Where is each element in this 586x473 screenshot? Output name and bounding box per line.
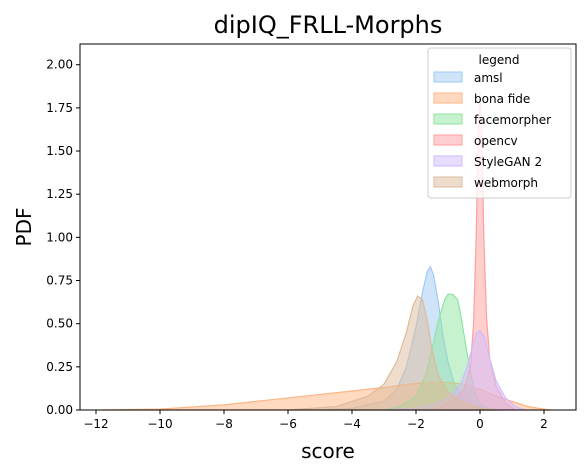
y-tick-label: 1.50 xyxy=(46,144,73,158)
legend-swatch-opencv xyxy=(433,134,463,146)
plot-frame xyxy=(79,43,577,411)
legend-label-opencv: opencv xyxy=(474,134,518,148)
legend-swatch-webmorph xyxy=(433,176,463,188)
legend-swatch-stylegan-2 xyxy=(433,155,463,167)
x-tick-label: 2 xyxy=(540,417,548,431)
legend-swatch-facemorpher xyxy=(433,113,463,125)
y-tick-label: 1.00 xyxy=(46,230,73,244)
plot-areas xyxy=(102,90,551,411)
legend-items: amsl bona fide facemorpher opencv StyleGAN 2… xyxy=(433,71,551,190)
y-axis-ticks: 0.00 0.25 0.50 0.75 1.00 1.25 1.50 1.75 2.00 xyxy=(46,58,80,417)
y-axis-label: PDF xyxy=(12,208,36,247)
y-tick-label: 2.00 xyxy=(46,58,73,72)
series-area-webmorph xyxy=(287,295,497,411)
y-tick-label: 1.75 xyxy=(46,101,73,115)
legend-label-amsl: amsl xyxy=(474,71,503,85)
x-tick-label: −10 xyxy=(147,417,172,431)
legend-swatch-bona-fide xyxy=(433,92,463,104)
x-tick-label: 0 xyxy=(476,417,484,431)
legend-label-stylegan-2: StyleGAN 2 xyxy=(474,155,542,169)
x-tick-label: −6 xyxy=(279,417,297,431)
y-tick-label: 0.75 xyxy=(46,274,73,288)
y-tick-label: 0.25 xyxy=(46,360,73,374)
x-axis-ticks: −12 −10 −8 −6 −4 −2 0 2 xyxy=(83,410,548,431)
x-tick-label: −2 xyxy=(407,417,425,431)
x-tick-label: −4 xyxy=(343,417,361,431)
x-axis-label: score xyxy=(301,439,355,463)
y-tick-label: 0.50 xyxy=(46,317,73,331)
legend-label-facemorpher: facemorpher xyxy=(474,113,551,127)
y-tick-label: 0.00 xyxy=(46,403,73,417)
legend-swatch-amsl xyxy=(433,71,463,83)
y-tick-label: 1.25 xyxy=(46,187,73,201)
legend-box xyxy=(427,47,572,199)
legend-title: legend xyxy=(479,53,520,67)
x-tick-label: −8 xyxy=(215,417,233,431)
legend-label-bona-fide: bona fide xyxy=(474,92,530,106)
legend-label-webmorph: webmorph xyxy=(474,176,538,190)
x-tick-label: −12 xyxy=(83,417,108,431)
legend: legend amsl bona fide facemorpher opencv Sty… xyxy=(427,47,572,199)
chart-title: dipIQ_FRLL-Morphs xyxy=(214,11,443,39)
